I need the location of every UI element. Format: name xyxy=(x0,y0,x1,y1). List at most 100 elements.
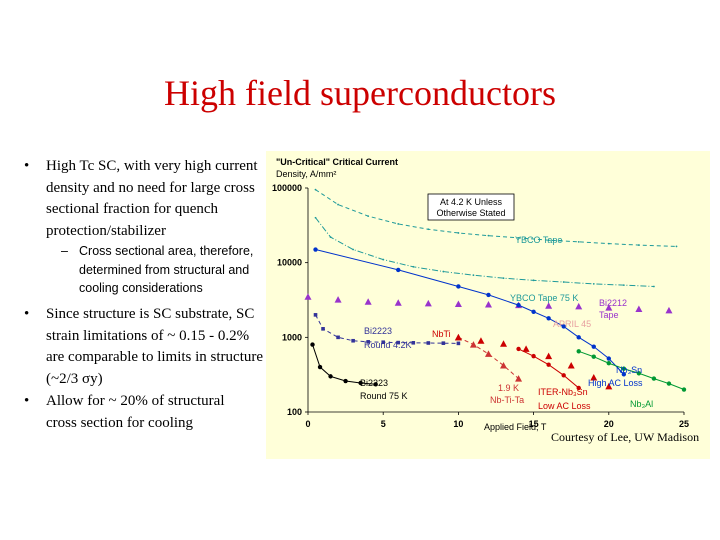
series-point-1 xyxy=(532,279,535,282)
label-nbti: NbTi xyxy=(432,329,451,339)
series-point-5 xyxy=(546,316,551,321)
x-axis-label: Applied Field, T xyxy=(484,422,547,432)
series-point-5 xyxy=(561,324,566,329)
series-point-1 xyxy=(502,277,505,280)
label-bi2223-75k: Bi2223 xyxy=(360,378,388,388)
series-point-0 xyxy=(577,240,580,243)
series-point-5 xyxy=(621,372,627,377)
label-nbtita: Nb-Ti-Ta xyxy=(490,395,524,405)
series-point-6 xyxy=(666,381,672,386)
series-point-0 xyxy=(314,188,317,191)
series-point-0 xyxy=(607,242,610,245)
svg-text:At 4.2 K Unless: At 4.2 K Unless xyxy=(440,197,503,207)
series-point-3 xyxy=(366,340,370,344)
series-point-0 xyxy=(457,232,460,234)
series-point-9 xyxy=(576,385,581,391)
x-tick-label: 10 xyxy=(453,419,463,429)
y-tick-label: 100 xyxy=(287,407,302,417)
bullet-marker: • xyxy=(24,393,30,409)
label-ybco-75k: YBCO Tape 75 K xyxy=(510,293,578,303)
series-point-3 xyxy=(456,341,461,346)
bullet-2: • Since structure is SC substrate, SC st… xyxy=(24,304,266,390)
chart-title-line1: "Un-Critical" Critical Current xyxy=(276,157,398,167)
series-point-5 xyxy=(591,344,596,349)
series-point-2 xyxy=(304,293,312,300)
series-point-3 xyxy=(381,340,385,345)
series-point-8 xyxy=(500,340,508,347)
sub-bullet-1: – Cross sectional area, therefore, deter… xyxy=(61,242,261,298)
series-point-3 xyxy=(351,338,355,343)
series-point-2 xyxy=(424,299,432,307)
series-point-0 xyxy=(675,245,678,248)
bullet-marker: • xyxy=(24,158,30,174)
series-point-0 xyxy=(427,228,430,231)
label-bi2223-42k: Bi2223 xyxy=(364,326,392,336)
credit-text: Courtesy of Lee, UW Madison xyxy=(551,430,700,444)
x-tick-label: 15 xyxy=(529,419,539,429)
series-point-7 xyxy=(469,341,477,348)
series-point-7 xyxy=(484,350,492,357)
series-point-8 xyxy=(522,345,530,352)
series-point-6 xyxy=(576,349,581,354)
y-tick-label: 100000 xyxy=(272,183,302,193)
series-point-3 xyxy=(321,327,325,331)
sub-bullet-marker: – xyxy=(61,244,68,258)
series-point-0 xyxy=(547,239,550,242)
series-point-2 xyxy=(605,304,613,311)
series-point-8 xyxy=(605,382,613,390)
label-bi2212-tape: Tape xyxy=(599,310,619,320)
label-bi2212: Bi2212 xyxy=(599,298,627,308)
series-point-3 xyxy=(313,313,318,317)
series-point-6 xyxy=(621,366,627,371)
series-point-6 xyxy=(591,354,596,359)
series-point-8 xyxy=(590,373,598,381)
series-point-8 xyxy=(567,361,575,369)
annotation-box: At 4.2 K Unless Otherwise Stated xyxy=(427,193,515,221)
critical-current-chart: "Un-Critical" Critical Current Density, … xyxy=(266,151,710,459)
series-point-5 xyxy=(606,356,611,361)
series-point-9 xyxy=(561,373,566,378)
slide-title: High field superconductors xyxy=(164,73,556,113)
series-point-4 xyxy=(328,374,333,379)
series-labels: YBCO Tape YBCO Tape 75 K Bi2212 Tape APR… xyxy=(360,235,653,432)
series-point-1 xyxy=(442,270,445,273)
bullet-3: • Allow for ~ 20% of structural cross se… xyxy=(24,391,258,434)
label-bi2223-75k-b: Round 75 K xyxy=(360,391,408,401)
label-iter: ITER-Nb₃Sn xyxy=(538,387,588,397)
series-point-1 xyxy=(472,274,475,277)
series-point-1 xyxy=(352,248,355,251)
series-point-1 xyxy=(382,258,385,261)
series-point-4 xyxy=(343,378,348,384)
series-point-2 xyxy=(394,299,402,306)
series-point-0 xyxy=(397,223,400,225)
series-point-2 xyxy=(575,302,583,310)
bullet-text: Since structure is SC substrate, SC stra… xyxy=(46,306,264,387)
series-point-3 xyxy=(441,341,446,345)
series-point-0 xyxy=(487,234,490,237)
series-point-1 xyxy=(653,285,655,288)
series-point-9 xyxy=(516,346,521,352)
bullet-1: • High Tc SC, with very high current den… xyxy=(24,156,258,242)
series-point-6 xyxy=(636,371,642,376)
label-ybco-tape: YBCO Tape xyxy=(515,235,562,245)
bullet-text: High Tc SC, with very high current densi… xyxy=(46,158,258,239)
svg-text:Otherwise Stated: Otherwise Stated xyxy=(436,208,505,218)
label-high-ac: High AC Loss xyxy=(588,378,643,388)
series-point-4 xyxy=(358,380,363,386)
series-point-1 xyxy=(622,284,625,287)
chart-title-line2: Density, A/mm² xyxy=(276,169,336,179)
series-point-4 xyxy=(317,364,323,370)
series-point-5 xyxy=(576,335,581,340)
bullet-marker: • xyxy=(24,306,30,322)
series-point-2 xyxy=(665,306,673,314)
label-19k: 1.9 K xyxy=(498,383,519,393)
series-point-2 xyxy=(635,305,643,312)
series-point-5 xyxy=(486,292,491,298)
series-point-0 xyxy=(337,203,339,206)
plot-area: 100 1000 10000 100000 0 5 10 15 20 25 xyxy=(272,183,689,429)
series-point-8 xyxy=(477,337,485,344)
series-point-1 xyxy=(314,216,317,219)
series-point-1 xyxy=(412,265,415,268)
series-point-2 xyxy=(454,300,462,307)
series-point-6 xyxy=(606,361,611,366)
